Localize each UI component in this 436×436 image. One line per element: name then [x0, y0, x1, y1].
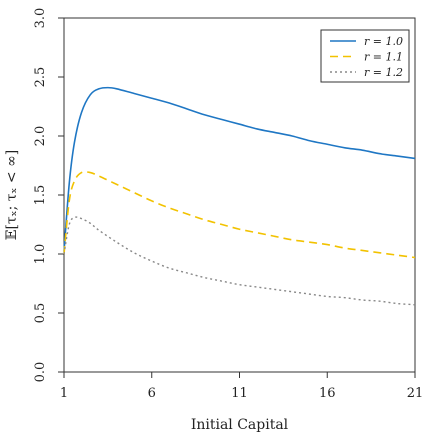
y-tick-label: 1.5 — [33, 185, 48, 206]
x-tick-label: 21 — [407, 386, 424, 401]
y-tick-label: 2.5 — [33, 67, 48, 88]
y-tick-label: 0.5 — [33, 303, 48, 324]
y-axis: 0.0 0.5 1.0 1.5 2.0 2.5 3.0 — [33, 8, 64, 383]
y-tick-label: 3.0 — [33, 8, 48, 29]
x-tick-label: 16 — [319, 386, 336, 401]
series-layer — [63, 86, 416, 306]
x-tick-label: 6 — [148, 386, 156, 401]
y-tick-label: 0.0 — [33, 362, 48, 383]
y-tick-label: 2.0 — [33, 126, 48, 147]
legend-label-3: r = 1.2 — [364, 66, 403, 79]
y-tick-label: 1.0 — [33, 244, 48, 265]
x-tick-label: 1 — [60, 386, 68, 401]
y-axis-title: 𝔼[τₓ; τₓ < ∞] — [4, 150, 20, 240]
series-line-2 — [63, 171, 416, 259]
legend: r = 1.0 r = 1.1 r = 1.2 — [320, 29, 410, 83]
legend-label-1: r = 1.0 — [364, 35, 403, 48]
x-tick-label: 11 — [231, 386, 248, 401]
x-axis: 1 6 11 16 21 — [60, 372, 423, 401]
x-axis-title: Initial Capital — [191, 417, 289, 433]
series-line-1 — [63, 86, 416, 252]
series-line-3 — [63, 216, 416, 306]
legend-label-2: r = 1.1 — [364, 51, 403, 64]
